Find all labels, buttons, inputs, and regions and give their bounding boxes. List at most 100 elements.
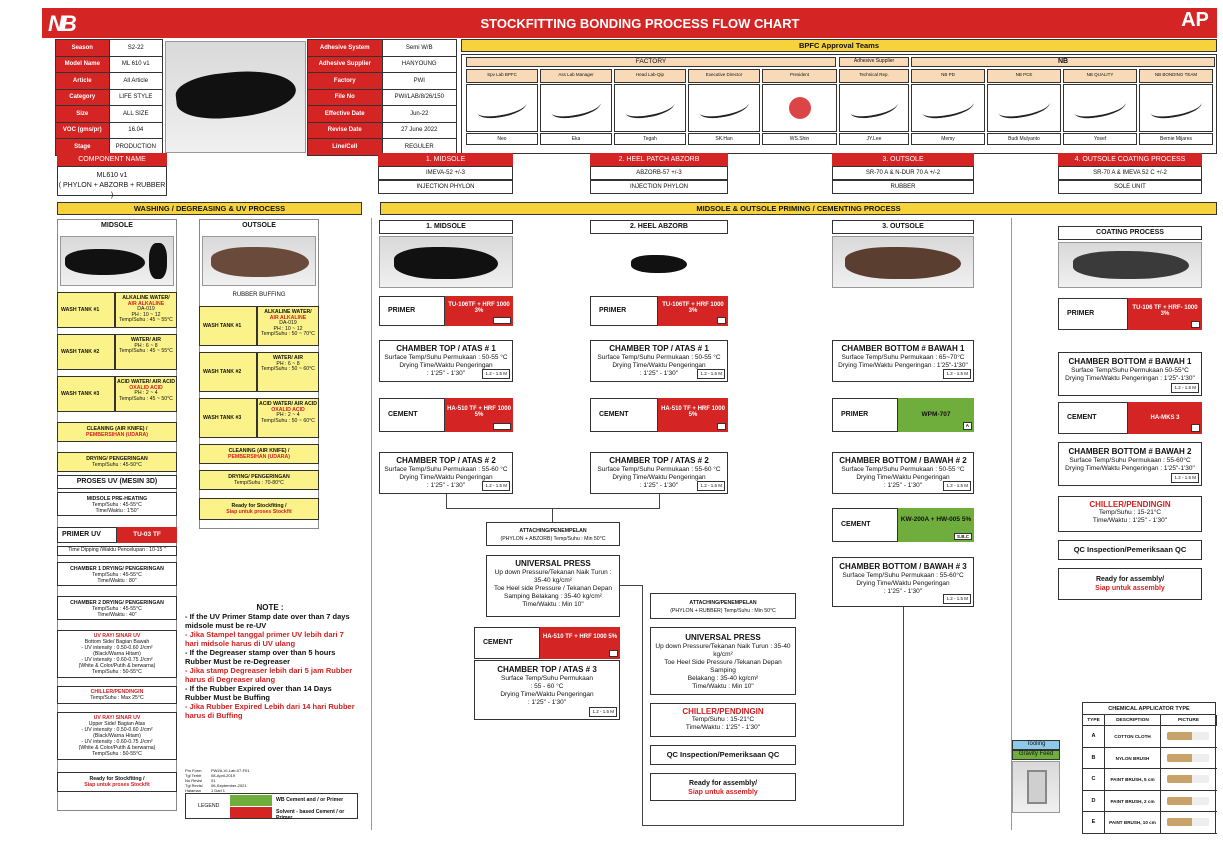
adhesive-field-label: Adhesive System <box>307 39 383 57</box>
uv-ray-line: Upper Side/ Bagian Atas <box>88 721 146 727</box>
legend-sb: Solvent - based Cement / or Primer <box>276 809 345 821</box>
divider-line <box>371 218 372 830</box>
applicator-header: DESCRIPTION <box>1105 715 1161 726</box>
component-type: SOLE UNIT <box>1058 180 1202 194</box>
adhesive-field-value: PWI <box>381 72 457 90</box>
connector <box>552 508 553 522</box>
chamber-1-drying: CHAMBER 1 DRYING/ PENGERINGAN Temp/Suhu :… <box>57 562 177 586</box>
general-field-value: 16.04 <box>108 121 163 139</box>
note-title: NOTE : <box>256 603 284 612</box>
chamber-line: Surface Temp/Suhu Permukaan : 50-55 °C <box>841 466 965 473</box>
connector <box>659 494 660 508</box>
uv-process-title: PROSES UV (MESIN 3D) <box>57 475 177 489</box>
heel-primer-label: PRIMER <box>590 296 658 326</box>
tank-detail: DA-019 <box>137 306 155 312</box>
chamber-line: CHAMBER BOTTOM / BAWAH # 3 <box>839 562 967 571</box>
component-spec: ABZORB-57 +/-3 <box>590 166 728 180</box>
adhesive-field-value: PWI/LAB/8/26/150 <box>381 88 457 106</box>
note-line: - Jika stamp Degreaser lebih dari 5 jam … <box>185 666 353 684</box>
applicator-picture <box>1161 791 1217 812</box>
midsole-ready-step: Ready for Stockfiting / Siap untuk proses… <box>57 772 177 792</box>
approver-role: President <box>762 69 837 83</box>
chamber-line: CHAMBER BOTTOM # BAWAH 2 <box>1068 447 1192 456</box>
length-tag: 1.2 - 1.5 M <box>482 481 510 491</box>
outsole-wash-title: OUTSOLE <box>242 222 276 229</box>
chamber-line: : 1'25" - 1'30" <box>527 699 567 706</box>
midsole-drying-step: DRYING/ PENGERINGAN Temp/Suhu : 45-50°C <box>57 452 177 472</box>
wash-section-title: WASHING / DEGREASING & UV PROCESS <box>57 202 362 215</box>
tank-detail: OXALID ACID <box>129 384 163 391</box>
connector <box>903 607 904 825</box>
signature-box <box>911 84 985 132</box>
approver-name: SK.Han <box>688 133 760 145</box>
legend-sb-swatch <box>230 807 272 818</box>
wash-tank-spec: ACID WATER/ AIR ACID OXALID ACID PH : 2 ~ … <box>257 398 319 438</box>
adhesive-field-label: Effective Date <box>307 105 383 123</box>
length-tag: 1.2 - 1.5 M <box>697 481 725 491</box>
ready-assembly: Ready for assembly/Siap untuk assembly <box>650 773 796 801</box>
brush-icon <box>1167 818 1209 826</box>
midsole-cleaning-step: CLEANING (AIR KNIFE) / PEMBERSIHAN (UDARA… <box>57 422 177 442</box>
legend-wb: WB Cement and / or Primer <box>276 797 344 803</box>
brush-icon <box>1167 796 1209 805</box>
chamber-line: Drying Time/Waktu Pengeringan : 1'25"-1'… <box>838 362 968 369</box>
applicator-header: TYPE <box>1083 715 1105 726</box>
component-title: 4. OUTSOLE COATING PROCESS <box>1058 153 1202 166</box>
chamber-line: Drying Time/Waktu Pengeringan <box>399 474 493 481</box>
chiller-step: CHILLER/PENDINGIN Temp/Suhu : Max 25°C <box>57 686 177 704</box>
priming-section-title: MIDSOLE & OUTSOLE PRIMING / CEMENTING PR… <box>380 202 1217 215</box>
outsole-photo <box>202 236 316 286</box>
adhesive-field-label: Revise Date <box>307 121 383 139</box>
doc-info-value: 08-April-2019 <box>211 773 236 778</box>
preheating-step: MIDSOLE PRE-HEATING Temp/Suhu : 45-55°C Ti… <box>57 492 177 516</box>
doc-info-value: 01 <box>211 778 216 783</box>
press-line: kg/cm² <box>713 651 733 658</box>
gravity-feed-photo <box>1012 761 1060 813</box>
wash-tank-name: WASH TANK #1 <box>199 306 257 346</box>
general-field-label: Size <box>55 105 110 123</box>
applicator-table: CHEMICAL APPLICATOR TYPE TYPE DESCRIPTION… <box>1082 702 1217 834</box>
signature-icon <box>623 95 677 121</box>
signature-box <box>614 84 686 132</box>
heel-chamber-top-2: CHAMBER TOP / ATAS # 2 Surface Temp/Suhu … <box>590 452 728 494</box>
approver-name: Neo <box>466 133 538 145</box>
uv-ray-bottom: UV RAY/ SINAR UV Bottom Side/ Bagian Bawa… <box>57 630 177 678</box>
chamber-line: CHAMBER TOP / ATAS # 1 <box>396 344 496 353</box>
wash-tank-name: WASH TANK #3 <box>199 398 257 438</box>
nb-logo: NB <box>48 11 77 36</box>
tank-detail: PH : 10 ~ 12 <box>131 311 161 318</box>
uv-ray-line: UV RAY/ SINAR UV <box>93 633 141 639</box>
tank-detail: PH : 6 ~ 8 <box>276 360 300 367</box>
general-field-value: S2-22 <box>108 39 163 57</box>
note-line: - If the UV Primer Stamp date over than … <box>185 612 350 630</box>
chamber-line: Drying Time/Waktu Pengeringan <box>856 580 950 587</box>
uv-ray-line: - UV intensity : 0.50-0.60 J/cm² <box>81 645 153 651</box>
chamber-line: Surface Temp/Suhu Permukaan : 65~70°C <box>841 354 965 361</box>
qc-text: QC Inspection/Pemeriksaan QC <box>1073 545 1187 554</box>
midsole-cement-value: HA-510 TF + HRF 1000 5% S.B.C <box>445 398 513 432</box>
outsole-cleaning-step: CLEANING (AIR KNIFE) / PEMBERSIHAN (UDARA… <box>199 444 319 464</box>
universal-press-2: UNIVERSAL PRESS Up down Pressure/Tekanan … <box>650 627 796 695</box>
applicator-desc: NYLON BRUSH <box>1105 747 1161 769</box>
signature-icon <box>997 95 1051 121</box>
tank-detail: Temp/Suhu : 50 ~ 60°C <box>261 417 315 424</box>
uv-ray-line: Temp/Suhu : 50-55°C <box>92 669 142 675</box>
chamber-line: : 55 - 60 °C <box>530 683 564 690</box>
chamber-line: Drying Time/Waktu Pengeringan <box>856 474 950 481</box>
outsole-cement-label: CEMENT <box>832 508 898 542</box>
outsole-ready-step: Ready for Stockfiting / Siap untuk proses… <box>199 498 319 520</box>
signature-box <box>688 84 760 132</box>
tank-detail: WATER/ AIR <box>273 355 303 361</box>
uv-ray-line: Bottom Side/ Bagian Bawah <box>84 639 150 645</box>
chamber-line: : 1'25" - 1'30" <box>426 482 466 489</box>
adhesive-field-value: Jun-22 <box>381 105 457 123</box>
signature-icon <box>1149 95 1203 121</box>
chamber-2-drying: CHAMBER 2 DRYING/ PENGERINGAN Temp/Suhu :… <box>57 596 177 620</box>
applicator-picture <box>1161 726 1217 748</box>
tank-detail: DA-019 <box>279 320 297 326</box>
adhesive-field-value: 27 June 2022 <box>381 121 457 139</box>
chamber-line: Surface Temp/Suhu Permukaan <box>500 675 593 682</box>
signature-icon <box>1073 95 1127 121</box>
approver-name: Budi Mulyanto <box>987 133 1061 145</box>
approver-role: Ass Lab Manager <box>540 69 612 83</box>
